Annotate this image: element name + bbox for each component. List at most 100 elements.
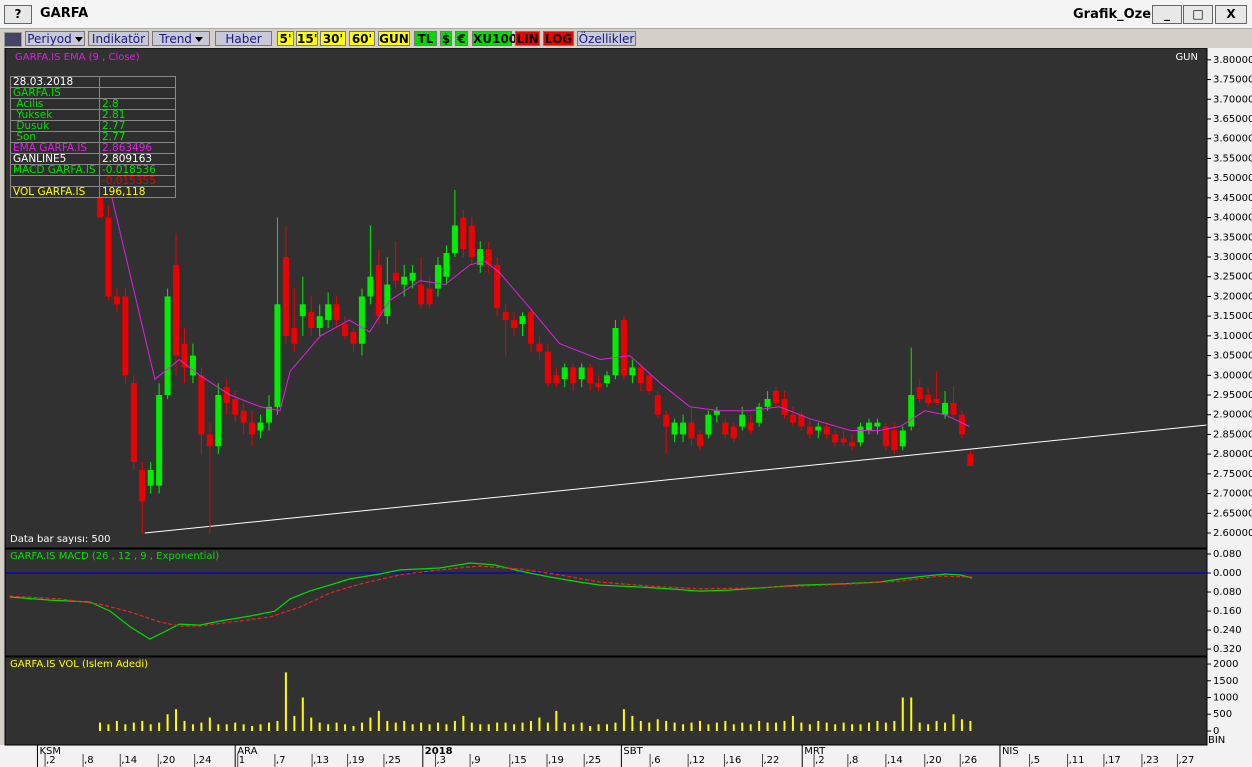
volume-bar bbox=[318, 722, 321, 731]
candle-body bbox=[511, 320, 518, 328]
x-tick-label: ,22 bbox=[764, 755, 780, 766]
toolbar-button[interactable]: Haber bbox=[215, 31, 272, 46]
candle-body bbox=[105, 217, 112, 297]
volume-bar bbox=[851, 724, 854, 731]
volume-bar bbox=[217, 724, 220, 731]
volume-bar bbox=[158, 722, 161, 731]
volume-bar bbox=[98, 722, 101, 731]
candle-body bbox=[764, 398, 771, 407]
toolbar-button[interactable]: 60' bbox=[349, 31, 375, 46]
candle-body bbox=[967, 454, 974, 466]
candle-body bbox=[401, 276, 408, 285]
toolbar-button[interactable]: LOG bbox=[543, 31, 574, 46]
candle-body bbox=[375, 264, 382, 317]
workspace-name: Grafik_Ozel bbox=[1073, 7, 1156, 22]
x-tick-label: ,20 bbox=[926, 755, 942, 766]
y-tick-label: 3.30000 bbox=[1213, 252, 1252, 263]
volume-bar bbox=[470, 722, 473, 731]
toolbar-button[interactable]: Trend bbox=[152, 31, 210, 46]
toolbar-button[interactable]: $ bbox=[440, 31, 452, 46]
volume-bar bbox=[842, 722, 845, 731]
candle-body bbox=[553, 375, 560, 384]
toolbar-button[interactable]: TL bbox=[414, 31, 437, 46]
toolbar-button[interactable]: 30' bbox=[320, 31, 346, 46]
x-tick-label: ,15 bbox=[511, 755, 527, 766]
volume-bar bbox=[132, 722, 135, 731]
toolbar-button[interactable]: XU100 bbox=[472, 31, 518, 46]
candle-body bbox=[857, 426, 864, 443]
volume-bar bbox=[952, 714, 955, 731]
panel-title: GARFA.IS VOL (Islem Adedi) bbox=[10, 659, 148, 670]
toolbar-button[interactable]: GUN bbox=[378, 31, 410, 46]
candle-body bbox=[156, 395, 163, 486]
volume-bar bbox=[648, 722, 651, 731]
help-button[interactable]: ? bbox=[4, 5, 32, 24]
candle-body bbox=[730, 426, 737, 439]
volume-bar bbox=[563, 722, 566, 731]
candle-body bbox=[122, 296, 129, 376]
candle-body bbox=[806, 426, 813, 435]
info-value: -0.018536 bbox=[99, 164, 176, 176]
toolbar-button[interactable]: Indikatör bbox=[88, 31, 149, 46]
maximize-button[interactable]: □ bbox=[1183, 5, 1213, 24]
candle-body bbox=[527, 312, 534, 344]
minimize-button[interactable]: _ bbox=[1152, 5, 1182, 24]
candle-body bbox=[392, 272, 399, 281]
close-button[interactable]: X bbox=[1215, 5, 1247, 24]
toolbar-button[interactable]: € bbox=[455, 31, 468, 46]
volume-bar bbox=[834, 724, 837, 731]
y-tick-label: 3.45000 bbox=[1213, 193, 1252, 204]
candle-body bbox=[384, 284, 391, 317]
info-value: -0.015355 bbox=[99, 175, 176, 187]
info-value: 2.809163 bbox=[99, 153, 176, 165]
info-row: Yuksek 2.81 bbox=[10, 109, 176, 121]
y-tick-label: 3.75000 bbox=[1213, 75, 1252, 86]
volume-bar bbox=[589, 725, 592, 731]
volume-bar bbox=[191, 724, 194, 731]
candle-body bbox=[916, 387, 923, 399]
candle-body bbox=[477, 249, 484, 265]
toolbar-button[interactable]: Özellikler bbox=[577, 31, 636, 46]
toolbar-button[interactable]: 5' bbox=[277, 31, 294, 46]
candle-body bbox=[882, 426, 889, 447]
info-value: 2.81 bbox=[99, 109, 176, 121]
info-value: 2.77 bbox=[99, 131, 176, 143]
y-tick-label: 2.80000 bbox=[1213, 449, 1252, 460]
month-label: NIS bbox=[1002, 746, 1019, 757]
candle-body bbox=[265, 406, 272, 423]
candle-body bbox=[418, 284, 425, 305]
candle-body bbox=[426, 288, 433, 305]
y-tick-label: 1000 bbox=[1213, 693, 1238, 704]
month-label: ARA bbox=[237, 746, 257, 757]
candle-body bbox=[96, 197, 103, 218]
candle-body bbox=[494, 264, 501, 309]
info-label: GANLINE5 bbox=[10, 153, 100, 165]
candle-body bbox=[215, 395, 222, 447]
info-row: Son 2.77 bbox=[10, 131, 176, 143]
toolbar-button[interactable]: Periyod bbox=[25, 31, 85, 46]
x-tick-label: ,19 bbox=[349, 755, 365, 766]
x-tick-label: ,6 bbox=[651, 755, 661, 766]
month-label: 2018 bbox=[425, 746, 453, 757]
y-tick-label: 3.25000 bbox=[1213, 272, 1252, 283]
candle-body bbox=[578, 367, 585, 380]
info-label: 28.03.2018 bbox=[10, 76, 100, 88]
y-tick-label: 0.240 bbox=[1213, 625, 1242, 636]
volume-bar bbox=[918, 722, 921, 731]
candle-body bbox=[933, 398, 940, 403]
volume-bar bbox=[808, 724, 811, 731]
candle-body bbox=[891, 430, 898, 451]
y-tick-label: 2.95000 bbox=[1213, 390, 1252, 401]
toolbar-button[interactable]: 15' bbox=[296, 31, 318, 46]
toolbar-button[interactable]: LIN bbox=[515, 31, 540, 46]
x-tick-label: ,14 bbox=[121, 755, 137, 766]
x-tick-label: ,12 bbox=[689, 755, 705, 766]
volume-bar bbox=[800, 722, 803, 731]
candle-body bbox=[595, 383, 602, 388]
volume-bar bbox=[462, 715, 465, 731]
volume-bar bbox=[428, 724, 431, 731]
candle-body bbox=[130, 383, 137, 463]
candle-body bbox=[468, 225, 475, 257]
volume-bar bbox=[639, 720, 642, 731]
candle-body bbox=[299, 304, 306, 317]
